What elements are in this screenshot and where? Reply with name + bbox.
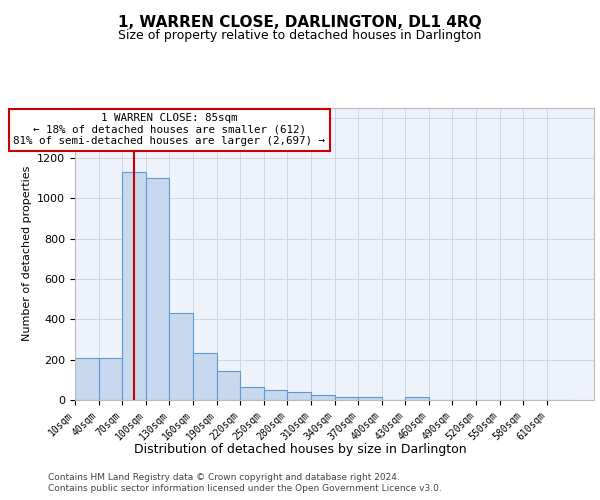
Bar xyxy=(335,397,358,400)
Text: Contains HM Land Registry data © Crown copyright and database right 2024.: Contains HM Land Registry data © Crown c… xyxy=(48,472,400,482)
Bar xyxy=(146,178,169,400)
Bar xyxy=(122,172,146,400)
Text: 1 WARREN CLOSE: 85sqm
← 18% of detached houses are smaller (612)
81% of semi-det: 1 WARREN CLOSE: 85sqm ← 18% of detached … xyxy=(13,113,325,146)
Bar xyxy=(217,371,240,400)
Bar xyxy=(75,358,98,400)
Bar xyxy=(311,395,335,400)
Bar xyxy=(264,390,287,400)
Bar xyxy=(169,314,193,400)
Bar xyxy=(287,392,311,400)
Bar xyxy=(98,358,122,400)
Y-axis label: Number of detached properties: Number of detached properties xyxy=(22,166,32,342)
Bar xyxy=(358,397,382,400)
Bar xyxy=(405,397,429,400)
Text: Distribution of detached houses by size in Darlington: Distribution of detached houses by size … xyxy=(134,442,466,456)
Bar xyxy=(193,352,217,400)
Text: Size of property relative to detached houses in Darlington: Size of property relative to detached ho… xyxy=(118,29,482,42)
Text: 1, WARREN CLOSE, DARLINGTON, DL1 4RQ: 1, WARREN CLOSE, DARLINGTON, DL1 4RQ xyxy=(118,15,482,30)
Text: Contains public sector information licensed under the Open Government Licence v3: Contains public sector information licen… xyxy=(48,484,442,493)
Bar xyxy=(240,387,264,400)
